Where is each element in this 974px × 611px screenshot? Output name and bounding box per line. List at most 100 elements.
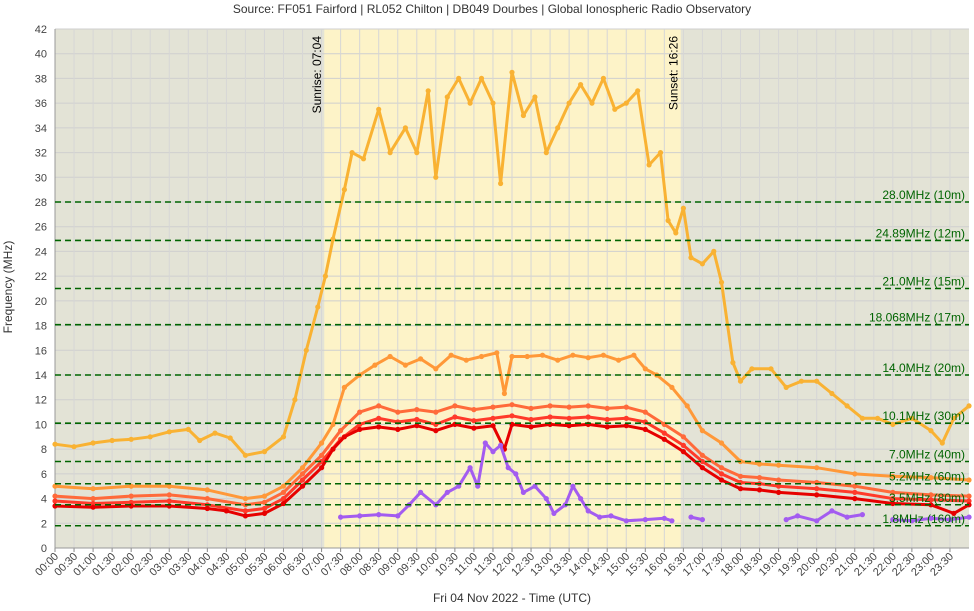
data-point — [414, 150, 420, 156]
data-point — [604, 416, 610, 423]
data-point — [166, 498, 172, 504]
data-point — [372, 362, 378, 368]
data-point — [109, 437, 115, 444]
data-point — [966, 493, 972, 499]
data-point — [376, 106, 382, 112]
data-point — [928, 428, 934, 434]
data-point — [357, 409, 363, 415]
data-point — [452, 414, 458, 420]
y-tick-label: 0 — [41, 543, 47, 555]
data-point — [280, 483, 287, 489]
data-point — [478, 75, 485, 81]
y-tick-label: 42 — [35, 24, 47, 36]
data-point — [90, 500, 96, 507]
y-tick-label: 36 — [35, 98, 47, 110]
data-point — [524, 353, 530, 360]
data-point — [520, 112, 527, 119]
data-point — [242, 513, 248, 519]
data-point — [387, 150, 393, 156]
band-label: 10.1MHz (30m) — [882, 409, 965, 423]
data-point — [128, 499, 134, 505]
data-point — [280, 489, 287, 495]
data-point — [684, 403, 690, 409]
data-point — [532, 94, 538, 100]
data-point — [509, 69, 515, 75]
data-point — [433, 428, 439, 434]
y-tick-label: 10 — [35, 419, 47, 431]
daylight-background — [324, 29, 681, 548]
data-point — [570, 483, 576, 489]
data-point — [669, 384, 675, 390]
y-tick-label: 22 — [35, 271, 47, 283]
data-point — [814, 486, 820, 492]
data-point — [642, 366, 648, 372]
data-point — [52, 493, 58, 499]
data-point — [578, 82, 584, 88]
data-point — [418, 489, 424, 495]
data-point — [657, 150, 664, 156]
data-point — [242, 452, 248, 458]
band-label: 28.0MHz (10m) — [882, 188, 965, 202]
data-point — [475, 483, 481, 489]
data-point — [357, 513, 363, 519]
data-point — [623, 415, 629, 421]
data-point — [737, 486, 744, 492]
data-point — [737, 473, 744, 479]
data-point — [528, 416, 534, 423]
band-label: 21.0MHz (15m) — [882, 275, 965, 289]
y-tick-label: 28 — [35, 197, 47, 209]
data-point — [349, 150, 355, 156]
data-point — [783, 384, 789, 390]
data-point — [395, 426, 401, 432]
data-point — [547, 414, 553, 420]
y-tick-label: 8 — [41, 444, 47, 456]
data-point — [319, 452, 325, 458]
data-point — [585, 414, 591, 420]
data-point — [261, 510, 268, 516]
data-point — [456, 75, 462, 81]
data-point — [292, 397, 298, 403]
data-point — [490, 423, 496, 429]
data-point — [204, 505, 210, 512]
data-point — [128, 493, 134, 499]
data-point — [730, 360, 736, 366]
data-point — [319, 440, 325, 446]
series-group — [688, 514, 706, 523]
data-point — [402, 362, 408, 368]
data-point — [783, 517, 789, 523]
data-point — [585, 508, 591, 514]
data-point — [261, 449, 268, 455]
data-point — [414, 423, 420, 429]
data-point — [197, 437, 203, 444]
data-point — [699, 428, 706, 434]
data-point — [852, 496, 858, 502]
data-point — [890, 517, 896, 523]
data-point — [661, 515, 667, 521]
data-point — [646, 162, 652, 168]
data-point — [147, 434, 153, 440]
data-point — [928, 497, 934, 503]
data-point — [814, 378, 820, 384]
data-point — [699, 452, 706, 458]
band-label: 1.8MHz (160m) — [882, 512, 965, 526]
data-point — [578, 496, 584, 502]
band-label: 7.0MHz (40m) — [889, 448, 965, 462]
data-point — [623, 518, 629, 524]
y-tick-label: 12 — [35, 395, 47, 407]
data-point — [341, 187, 347, 193]
y-tick-label: 4 — [41, 494, 47, 506]
data-point — [490, 100, 496, 106]
data-point — [338, 428, 344, 434]
data-point — [280, 434, 287, 440]
data-point — [212, 430, 218, 436]
data-point — [330, 421, 336, 427]
data-point — [829, 390, 835, 397]
data-point — [509, 413, 515, 419]
data-point — [444, 94, 450, 100]
data-point — [890, 473, 896, 479]
y-tick-label: 38 — [35, 73, 47, 85]
data-point — [555, 357, 561, 363]
y-tick-label: 6 — [41, 469, 47, 481]
data-point — [494, 350, 500, 356]
data-point — [52, 498, 58, 504]
